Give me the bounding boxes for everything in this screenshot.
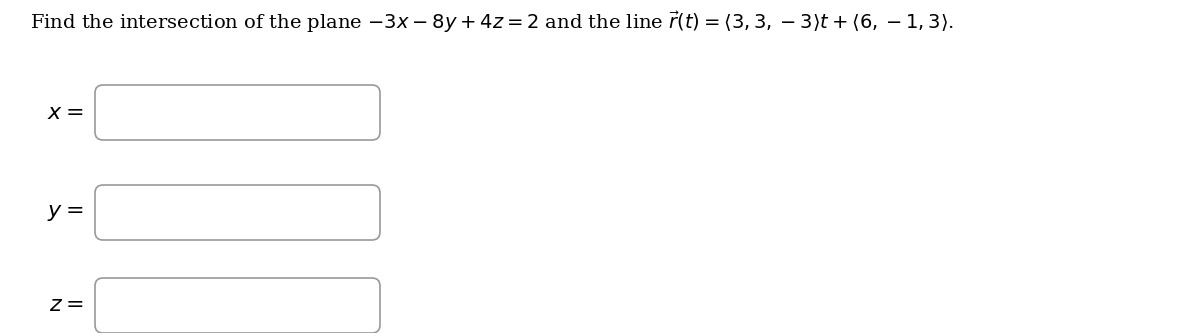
Text: $y =$: $y =$ (47, 203, 83, 223)
Text: $z =$: $z =$ (49, 295, 83, 315)
FancyBboxPatch shape (95, 85, 380, 140)
FancyBboxPatch shape (95, 278, 380, 333)
Text: $x =$: $x =$ (47, 103, 83, 123)
FancyBboxPatch shape (95, 185, 380, 240)
Text: Find the intersection of the plane $-3x - 8y + 4z = 2$ and the line $\vec{r}(t) : Find the intersection of the plane $-3x … (30, 10, 954, 35)
